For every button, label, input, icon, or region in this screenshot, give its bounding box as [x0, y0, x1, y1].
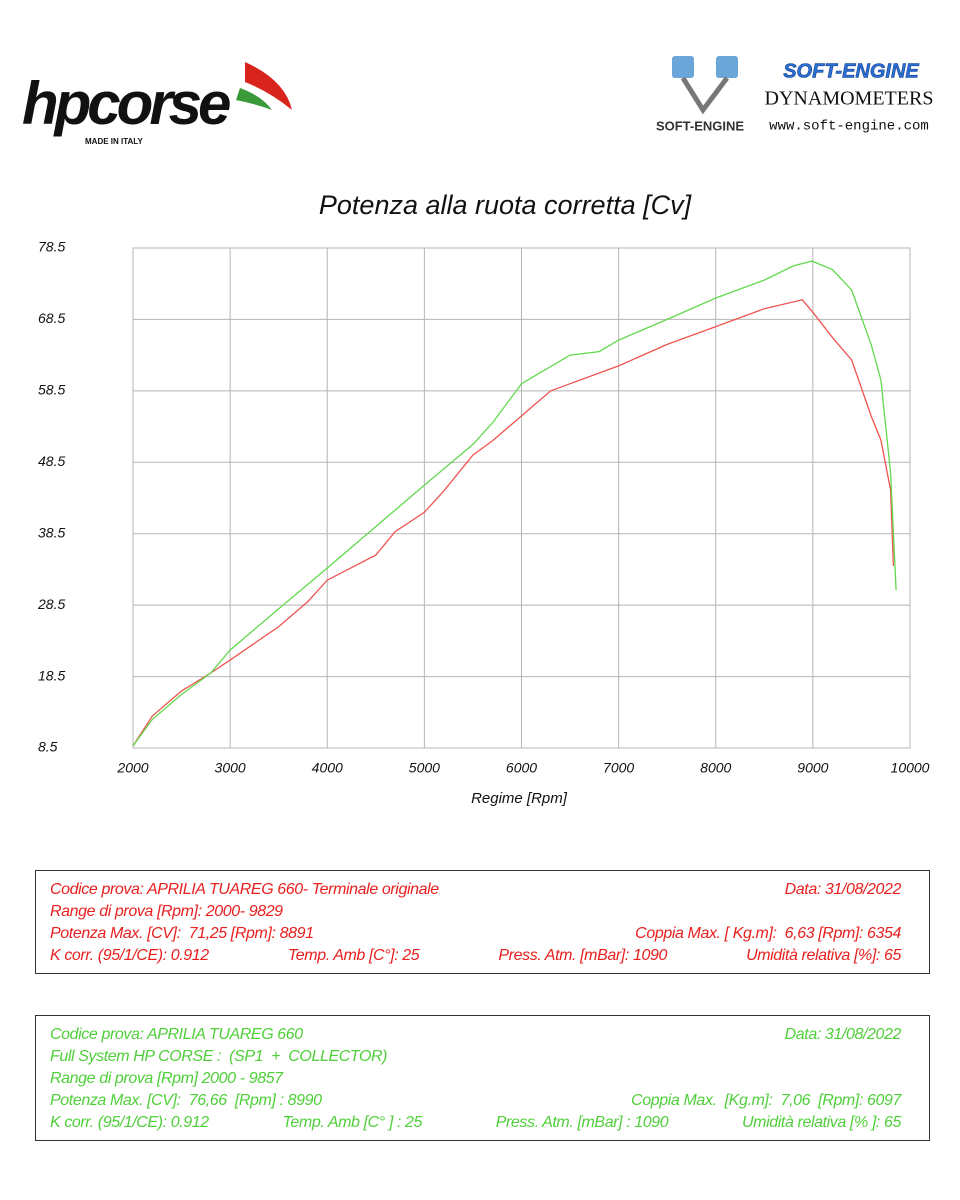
info-text: Potenza Max. [CV]: 71,25 [Rpm]: 8891 [50, 925, 314, 942]
info-text: Coppia Max. [ Kg.m]: 6,63 [Rpm]: 6354 [635, 925, 901, 942]
x-axis-label: Regime [Rpm] [471, 790, 568, 807]
info-text: Data: 31/08/2022 [784, 881, 902, 898]
conrod [680, 76, 729, 115]
brand-url: www.soft-engine.com [769, 119, 929, 135]
info-row: Codice prova: APRILIA TUAREG 660- Termin… [50, 879, 901, 901]
y-tick-label: 38.5 [38, 524, 65, 540]
info-text: Temp. Amb [C°]: 25 [287, 947, 420, 964]
x-tick-label: 4000 [312, 760, 343, 776]
info-text: Data: 31/08/2022 [784, 1026, 902, 1043]
info-text: Temp. Amb [C° ] : 25 [282, 1114, 423, 1131]
info-text: K corr. (95/1/CE): 0.912 [50, 1114, 209, 1131]
soft-engine-logo: SOFT-ENGINE DYNAMOMETERS www.soft-engine… [656, 56, 934, 135]
power-curve [132, 299, 895, 747]
brand: SOFT-ENGINE [783, 60, 919, 82]
info-row: Codice prova: APRILIA TUAREG 660 Data: 31… [50, 1024, 901, 1046]
logo-text: hpcorse [22, 70, 230, 137]
info-text: Umidità relativa [% ]: 65 [742, 1114, 901, 1131]
info-text: Range di prova [Rpm] 2000 - 9857 [50, 1070, 283, 1087]
x-tick-label: 6000 [506, 760, 537, 776]
info-row: Range di prova [Rpm]: 2000- 9829 [50, 901, 901, 923]
x-tick-label: 8000 [700, 760, 731, 776]
logo-tagline: MADE IN ITALY [85, 137, 143, 146]
x-tick-label: 10000 [891, 760, 930, 776]
info-box: Codice prova: APRILIA TUAREG 660 Data: 31… [35, 1015, 930, 1141]
y-tick-label: 8.5 [38, 739, 58, 755]
info-text: Press. Atm. [mBar]: 1090 [498, 947, 667, 964]
info-row: Full System HP CORSE : (SP1 + COLLECTOR) [50, 1046, 901, 1068]
y-tick-label: 18.5 [38, 667, 65, 683]
info-text: Potenza Max. [CV]: 76,66 [Rpm] : 8990 [50, 1092, 322, 1109]
info-text: Codice prova: APRILIA TUAREG 660 [50, 1026, 303, 1043]
info-text: Codice prova: APRILIA TUAREG 660- Termin… [50, 881, 439, 898]
x-tick-label: 5000 [409, 760, 440, 776]
power-curve [132, 260, 897, 747]
logo-small: SOFT-ENGINE [656, 118, 744, 133]
info-row: Potenza Max. [CV]: 76,66 [Rpm] : 8990 Cop… [50, 1090, 901, 1112]
piston [716, 56, 738, 78]
info-row: K corr. (95/1/CE): 0.912 Temp. Amb [C°]: … [50, 945, 901, 967]
info-row: Potenza Max. [CV]: 71,25 [Rpm]: 8891 Copp… [50, 923, 901, 945]
info-box: Codice prova: APRILIA TUAREG 660- Termin… [35, 870, 930, 974]
y-tick-label: 48.5 [38, 453, 65, 469]
info-text: Coppia Max. [Kg.m]: 7,06 [Rpm]: 6097 [631, 1092, 901, 1109]
y-tick-label: 58.5 [38, 382, 65, 398]
logo-swoosh-red [245, 62, 292, 110]
x-tick-label: 7000 [603, 760, 634, 776]
logo-swoosh-green [236, 88, 272, 110]
info-row: K corr. (95/1/CE): 0.912 Temp. Amb [C° ] … [50, 1112, 901, 1134]
y-tick-label: 78.5 [38, 239, 65, 255]
info-text: K corr. (95/1/CE): 0.912 [50, 947, 209, 964]
info-text: Full System HP CORSE : (SP1 + COLLECTOR) [50, 1048, 388, 1065]
info-text: Press. Atm. [mBar] : 1090 [495, 1114, 669, 1131]
x-tick-label: 9000 [797, 760, 828, 776]
x-tick-label: 3000 [215, 760, 246, 776]
info-text: Umidità relativa [%]: 65 [746, 947, 901, 964]
chart: hpcorse MADE IN ITALY SOFT-ENGINE DYNAMO… [22, 56, 934, 807]
chart-title: Potenza alla ruota corretta [Cv] [319, 190, 693, 220]
y-tick-label: 68.5 [38, 310, 65, 326]
piston [672, 56, 694, 78]
info-text: Range di prova [Rpm]: 2000- 9829 [50, 903, 283, 920]
y-tick-label: 28.5 [37, 596, 65, 612]
brand-subtitle: DYNAMOMETERS [765, 88, 934, 110]
info-row: Range di prova [Rpm] 2000 - 9857 [50, 1068, 901, 1090]
hp-logo: hpcorse MADE IN ITALY [22, 62, 292, 146]
x-tick-label: 2000 [116, 760, 148, 776]
